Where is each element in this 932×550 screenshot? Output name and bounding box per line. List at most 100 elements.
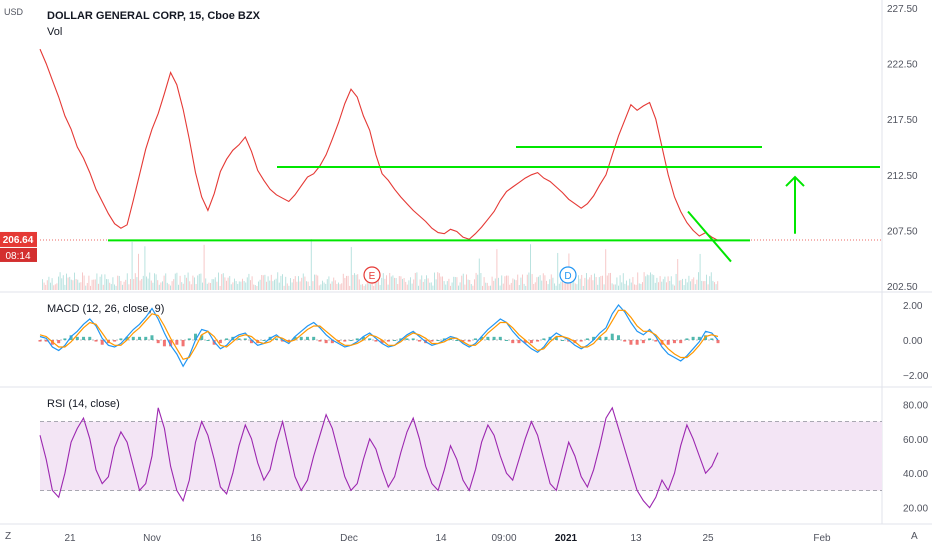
volume-bar <box>259 279 261 290</box>
volume-bar <box>80 282 82 290</box>
volume-bar <box>536 277 538 290</box>
symbol-title[interactable]: DOLLAR GENERAL CORP, 15, Cboe BZX <box>47 10 260 22</box>
volume-label[interactable]: Vol <box>47 26 63 38</box>
volume-bar <box>288 285 290 290</box>
macd-histogram-bar <box>131 336 135 340</box>
volume-bar <box>437 272 439 290</box>
macd-label[interactable]: MACD (12, 26, close, 9) <box>47 303 165 315</box>
macd-histogram-bar <box>536 340 540 342</box>
rsi-label[interactable]: RSI (14, close) <box>47 398 120 410</box>
macd-histogram-bar <box>498 336 502 340</box>
volume-bar <box>283 285 285 290</box>
volume-bar <box>254 285 256 290</box>
volume-bar <box>624 283 626 290</box>
macd-histogram-bar <box>293 336 297 340</box>
event-marker-label: E <box>369 271 376 282</box>
volume-bar <box>170 285 171 290</box>
volume-bar <box>408 280 410 290</box>
volume-bar <box>507 275 509 290</box>
volume-bar <box>266 281 267 290</box>
volume-bar <box>347 275 349 290</box>
volume-bar <box>352 274 354 290</box>
volume-bar <box>62 275 64 290</box>
volume-bar <box>461 275 463 290</box>
volume-bar <box>99 276 101 290</box>
macd-histogram-bar <box>262 340 266 341</box>
volume-bar <box>306 281 307 290</box>
volume-bar <box>389 272 391 290</box>
volume-bar <box>520 277 522 290</box>
volume-bar <box>222 273 224 290</box>
macd-histogram-bar <box>461 340 465 342</box>
volume-bar <box>584 277 586 290</box>
volume-bar <box>112 277 114 290</box>
volume-bar <box>557 252 559 290</box>
macd-histogram-bar <box>243 338 247 340</box>
volume-bar <box>518 285 520 290</box>
volume-bar <box>614 284 616 290</box>
volume-bar <box>715 284 717 290</box>
volume-bar <box>147 278 149 290</box>
volume-bar <box>365 284 367 290</box>
volume-bar <box>187 272 189 290</box>
macd-histogram-bar <box>505 340 509 341</box>
macd-histogram-bar <box>38 340 42 342</box>
volume-bar <box>205 278 207 290</box>
volume-bar <box>653 275 655 290</box>
volume-bar <box>312 281 314 290</box>
volume-bar <box>558 283 560 290</box>
volume-bar <box>325 283 327 290</box>
macd-histogram-bar <box>455 340 459 341</box>
volume-bar <box>430 282 432 290</box>
price-tick-label: 227.50 <box>887 4 918 15</box>
volume-bar <box>475 272 477 290</box>
volume-bar <box>485 282 487 290</box>
volume-bar <box>304 276 306 290</box>
volume-bar <box>248 273 250 290</box>
macd-histogram-bar <box>125 336 129 340</box>
macd-histogram-bar <box>697 336 701 340</box>
volume-bar <box>149 272 151 290</box>
volume-bar <box>606 275 608 290</box>
macd-histogram-bar <box>436 340 440 341</box>
volume-bar <box>214 277 216 290</box>
volume-bar <box>702 281 704 290</box>
macd-histogram-bar <box>380 340 384 344</box>
volume-bar <box>235 281 237 290</box>
volume-bar <box>176 272 178 290</box>
volume-bar <box>453 276 455 290</box>
macd-histogram-bar <box>305 336 309 340</box>
volume-bar <box>675 273 677 290</box>
volume-bar <box>194 277 195 290</box>
volume-bar <box>125 279 127 290</box>
macd-histogram-bar <box>654 340 658 342</box>
volume-bar <box>314 274 315 290</box>
macd-histogram-bar <box>523 340 527 344</box>
volume-bar <box>541 280 543 290</box>
volume-bar <box>602 275 603 290</box>
volume-bar <box>538 276 539 290</box>
corner-right-button[interactable]: A <box>911 531 918 542</box>
price-tick-label: 207.50 <box>887 226 918 237</box>
volume-bar <box>594 273 595 290</box>
volume-bar <box>208 282 210 290</box>
volume-bar <box>150 280 152 290</box>
volume-bar <box>290 278 291 290</box>
volume-bar <box>418 285 419 290</box>
volume-bar <box>307 281 309 290</box>
volume-bar <box>77 279 79 290</box>
corner-left-button[interactable]: Z <box>5 531 12 542</box>
volume-bar <box>477 274 479 290</box>
macd-histogram-bar <box>206 340 210 341</box>
volume-bar <box>685 278 687 290</box>
volume-bar <box>189 281 191 290</box>
volume-bar <box>674 285 675 290</box>
volume-bar <box>294 276 296 290</box>
volume-bar <box>502 283 504 290</box>
volume-bar <box>94 279 96 290</box>
volume-bar <box>670 276 672 290</box>
macd-histogram-bar <box>430 340 434 342</box>
volume-bar <box>573 278 575 290</box>
volume-bar <box>67 277 69 290</box>
